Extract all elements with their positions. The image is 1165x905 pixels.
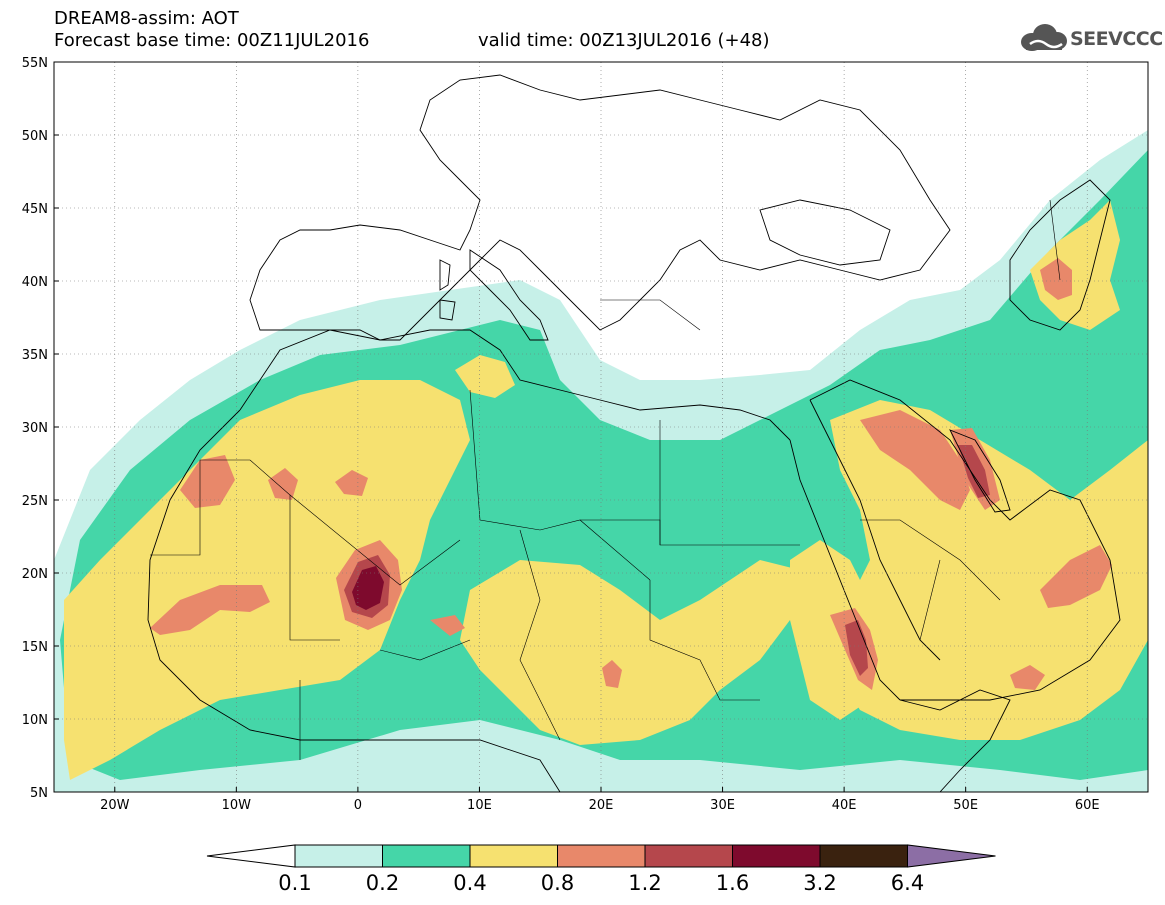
aot-contour-0.8 <box>180 455 235 508</box>
colorbar-segment <box>732 844 821 868</box>
colorbar-low-extension <box>206 844 296 868</box>
colorbar-segment <box>557 844 646 868</box>
colorbar-label: 3.2 <box>803 871 836 895</box>
colorbar-high-extension <box>907 844 996 868</box>
latitude-axis: 55N 50N 45N 40N 35N 30N 25N 20N 15N 10N 5N <box>22 56 59 801</box>
lat-tick-label: 30N <box>22 421 48 436</box>
aot-contour-0.8 <box>150 585 270 635</box>
seevccc-logo: SEEVCCC <box>1018 22 1163 56</box>
aot-contour-0.8 <box>1010 665 1045 690</box>
lon-tick-label: 10W <box>222 798 252 813</box>
lon-tick-label: 10E <box>467 798 492 813</box>
lon-tick-label: 60E <box>1075 798 1100 813</box>
lat-tick-label: 50N <box>22 129 48 144</box>
aot-contour-0.4 <box>64 380 470 780</box>
lon-tick-label: 20W <box>100 798 130 813</box>
lon-tick-label: 50E <box>953 798 978 813</box>
coastlines <box>147 74 1121 792</box>
colorbar-label: 6.4 <box>891 871 924 895</box>
lon-tick-label: 0 <box>354 798 362 813</box>
aot-contour-0.8 <box>1040 258 1072 300</box>
aot-contour-0.8 <box>335 470 368 496</box>
colorbar-label: 0.1 <box>278 871 311 895</box>
colorbar-label: 1.2 <box>628 871 661 895</box>
colorbar: 0.1 0.2 0.4 0.8 1.2 1.6 3.2 6.4 <box>206 844 996 895</box>
colorbar-segment <box>294 844 383 868</box>
longitude-axis: 20W 10W 0 10E 20E 30E 40E 50E 60E <box>100 787 1100 813</box>
lat-tick-label: 15N <box>22 640 48 655</box>
aot-contour-0.8 <box>268 468 298 500</box>
valid-time: valid time: 00Z13JUL2016 (+48) <box>478 30 770 51</box>
aot-contour-1.2 <box>845 620 868 676</box>
aot-contour-0.8 <box>860 410 970 510</box>
aot-contour-0.8 <box>1040 545 1112 608</box>
colorbar-label: 0.8 <box>541 871 574 895</box>
lat-tick-label: 40N <box>22 275 48 290</box>
lat-tick-label: 20N <box>22 567 48 582</box>
lat-tick-label: 5N <box>30 786 48 801</box>
aot-field <box>54 74 1148 792</box>
colorbar-label: 0.4 <box>453 871 486 895</box>
lat-tick-label: 25N <box>22 494 48 509</box>
colorbar-segment <box>819 844 908 868</box>
gridlines <box>54 62 1148 792</box>
lat-tick-label: 45N <box>22 202 48 217</box>
lon-tick-label: 30E <box>710 798 735 813</box>
lon-tick-label: 40E <box>832 798 857 813</box>
cloud-icon <box>1021 24 1067 51</box>
lon-tick-label: 20E <box>589 798 614 813</box>
colorbar-label: 1.6 <box>716 871 749 895</box>
forecast-base-time: Forecast base time: 00Z11JUL2016 <box>54 30 370 51</box>
lat-tick-label: 55N <box>22 56 48 71</box>
map-title: DREAM8-assim: AOT <box>54 8 239 29</box>
aot-contour-0.8 <box>602 660 622 688</box>
aot-contour-0.8 <box>430 615 465 636</box>
aot-contour-0.4 <box>1030 200 1120 330</box>
logo-text: SEEVCCC <box>1070 28 1163 50</box>
aot-contour-0.4 <box>460 560 800 745</box>
lat-tick-label: 10N <box>22 713 48 728</box>
colorbar-segment <box>469 844 558 868</box>
colorbar-segment <box>644 844 733 868</box>
colorbar-label: 0.2 <box>366 871 399 895</box>
lat-tick-label: 35N <box>22 348 48 363</box>
aot-contour-1.2 <box>958 445 990 498</box>
aot-contour-0.4 <box>455 355 515 398</box>
colorbar-segment <box>382 844 471 868</box>
aot-contour-1.6 <box>352 566 384 610</box>
aot-contour-0.4 <box>830 400 1148 740</box>
country-borders <box>150 199 1061 760</box>
